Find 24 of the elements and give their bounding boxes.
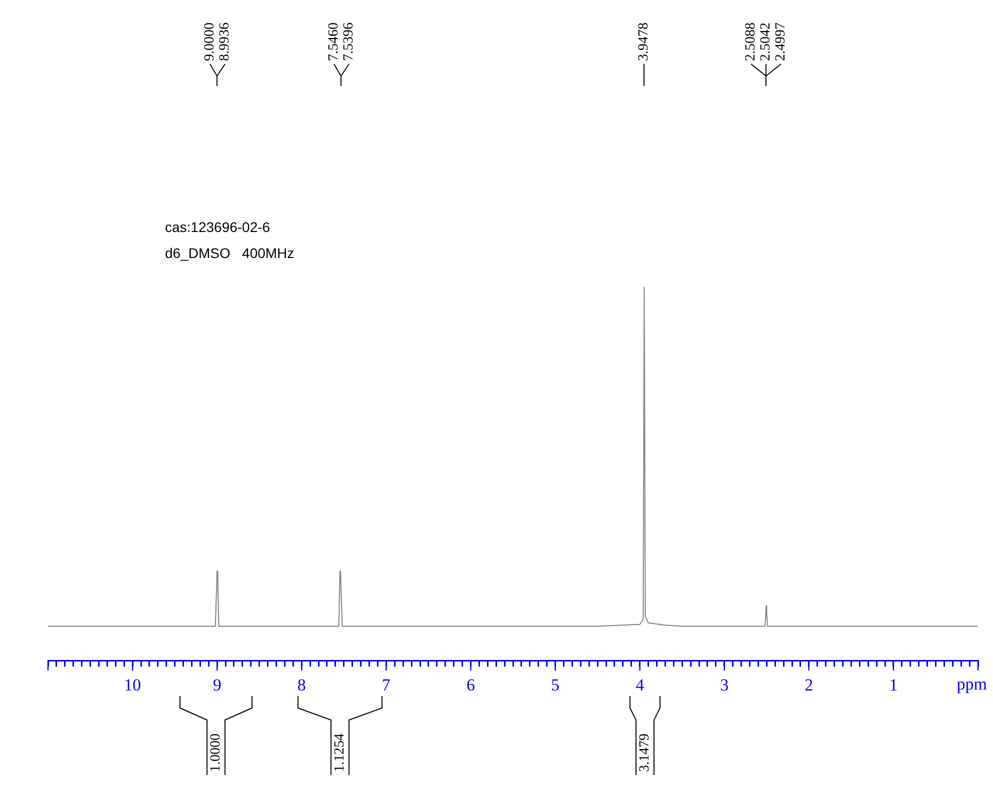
text: 3.1479 [638, 734, 653, 772]
text: cas:123696-02-6 [165, 218, 270, 235]
x-tick-label: 9 [212, 675, 222, 694]
x-tick-label: 3 [720, 675, 729, 694]
text: 2.4997 [774, 22, 789, 61]
x-axis-title: ppm [956, 674, 987, 694]
text: 7.5460 [326, 22, 342, 61]
x-tick-label: 6 [466, 675, 475, 694]
x-tick-label: 1 [889, 675, 898, 694]
x-tick-label: 7 [382, 675, 391, 694]
text: d6_DMSO 400MHz [165, 244, 294, 261]
text: 3.9478 [636, 22, 652, 61]
text: 9.0000 [202, 22, 218, 61]
x-tick-label: 2 [804, 675, 814, 694]
x-tick-label: 10 [124, 675, 142, 694]
text: 8.9936 [218, 22, 233, 61]
text: 1.1254 [332, 734, 348, 772]
text: 7.5396 [342, 22, 357, 61]
x-tick-label: 8 [297, 675, 306, 694]
x-tick-label: 5 [551, 675, 560, 694]
text: 1.0000 [208, 734, 224, 772]
x-tick-label: 4 [636, 675, 645, 694]
text: 2.5088 [744, 22, 759, 61]
text: 2.5042 [758, 22, 774, 61]
